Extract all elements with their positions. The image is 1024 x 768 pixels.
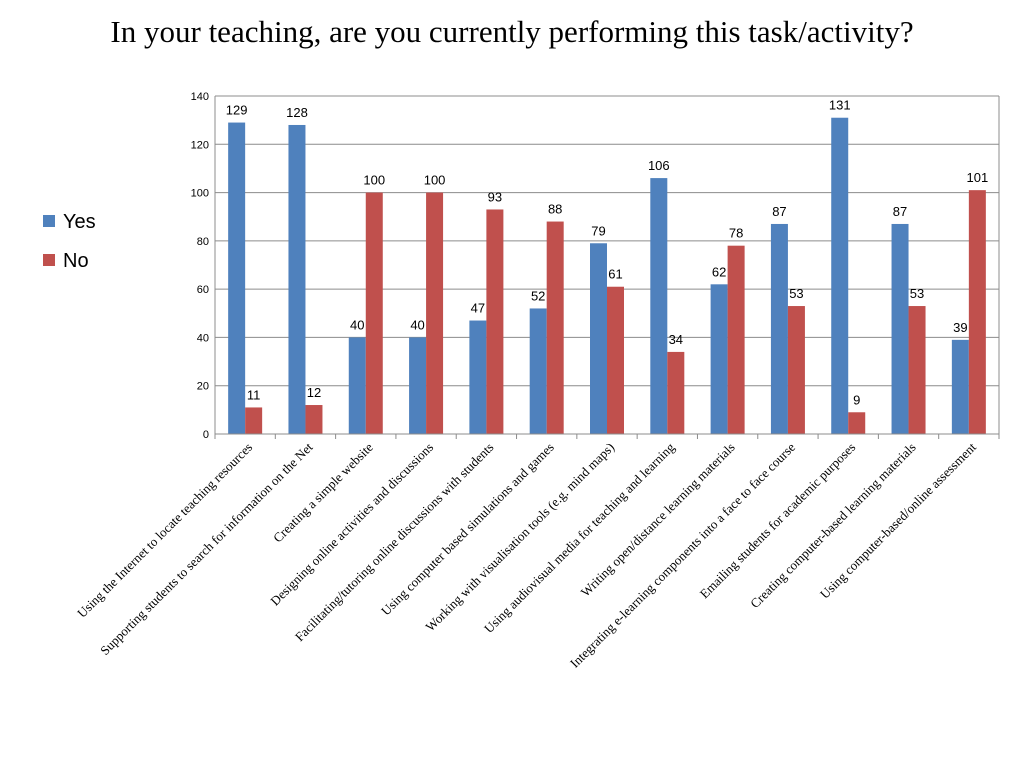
data-label: 52 bbox=[531, 288, 545, 303]
bar-yes bbox=[469, 320, 487, 434]
x-category-label: Creating a simple website bbox=[270, 439, 376, 545]
bar-no bbox=[486, 209, 504, 434]
bar-no bbox=[968, 190, 986, 434]
y-tick-label: 80 bbox=[197, 236, 209, 248]
bar-no bbox=[787, 306, 805, 434]
data-label: 79 bbox=[591, 223, 605, 238]
bar-no bbox=[245, 407, 263, 434]
bar-no bbox=[848, 412, 866, 434]
chart-title: In your teaching, are you currently perf… bbox=[110, 14, 914, 49]
data-label: 12 bbox=[307, 385, 321, 400]
bar-no bbox=[667, 351, 685, 434]
data-label: 93 bbox=[488, 189, 502, 204]
legend-label-yes: Yes bbox=[63, 211, 96, 233]
data-label: 53 bbox=[910, 286, 924, 301]
data-label: 87 bbox=[772, 204, 786, 219]
bar-yes bbox=[409, 337, 427, 434]
bar-yes bbox=[590, 243, 607, 434]
data-label: 87 bbox=[893, 204, 907, 219]
bar-no bbox=[365, 192, 383, 434]
data-label: 106 bbox=[648, 158, 670, 173]
bar-yes bbox=[228, 122, 246, 435]
data-labels: 129 11 128 12 40 100 40 100 47 93 52 88 79 61 106 34 62 7… bbox=[226, 98, 988, 408]
data-label: 34 bbox=[669, 332, 683, 347]
data-label: 128 bbox=[286, 105, 308, 120]
bar-yes bbox=[348, 337, 366, 434]
bar-no bbox=[727, 245, 745, 434]
bar-no bbox=[546, 221, 564, 434]
bar-yes bbox=[770, 223, 788, 434]
data-label: 39 bbox=[953, 320, 967, 335]
y-axis: 0 20 40 60 80 100 120 140 bbox=[191, 91, 1000, 441]
bar-yes bbox=[831, 117, 849, 434]
y-tick-label: 40 bbox=[197, 332, 209, 344]
x-axis: Using the Internet to locate teaching re… bbox=[74, 433, 1000, 671]
bar-yes bbox=[650, 178, 668, 434]
y-tick-label: 20 bbox=[197, 381, 209, 393]
y-tick-label: 0 bbox=[203, 429, 209, 441]
data-label: 40 bbox=[410, 317, 424, 332]
bar-yes bbox=[951, 339, 969, 434]
data-label: 100 bbox=[424, 173, 446, 188]
bar-yes bbox=[891, 223, 909, 434]
data-label: 101 bbox=[966, 170, 988, 185]
legend-swatch-yes bbox=[43, 215, 55, 227]
data-label: 62 bbox=[712, 264, 726, 279]
bar-yes bbox=[710, 284, 728, 434]
data-label: 100 bbox=[363, 173, 385, 188]
data-label: 9 bbox=[853, 392, 860, 407]
data-label: 11 bbox=[247, 387, 261, 402]
legend: Yes No bbox=[43, 211, 96, 272]
bar-no bbox=[426, 192, 444, 434]
bar-yes bbox=[529, 308, 547, 434]
data-label: 78 bbox=[729, 226, 743, 241]
y-tick-label: 60 bbox=[197, 284, 209, 296]
data-label: 40 bbox=[350, 317, 364, 332]
y-tick-label: 120 bbox=[191, 139, 209, 151]
bar-no bbox=[607, 286, 624, 434]
y-tick-label: 140 bbox=[191, 91, 209, 103]
data-label: 88 bbox=[548, 202, 562, 217]
data-label: 129 bbox=[226, 103, 248, 118]
bar-no bbox=[305, 405, 323, 434]
legend-label-no: No bbox=[63, 250, 89, 272]
x-category-label: Integrating e-learning components into a… bbox=[567, 439, 798, 670]
bar-yes bbox=[288, 124, 306, 434]
legend-swatch-no bbox=[43, 254, 55, 266]
data-label: 61 bbox=[608, 267, 622, 282]
bars bbox=[228, 117, 986, 435]
bar-no bbox=[908, 306, 926, 434]
data-label: 131 bbox=[829, 98, 851, 113]
y-tick-label: 100 bbox=[191, 188, 209, 200]
data-label: 53 bbox=[789, 286, 803, 301]
data-label: 47 bbox=[471, 301, 485, 316]
x-category-label: Supporting students to search for inform… bbox=[97, 439, 316, 658]
